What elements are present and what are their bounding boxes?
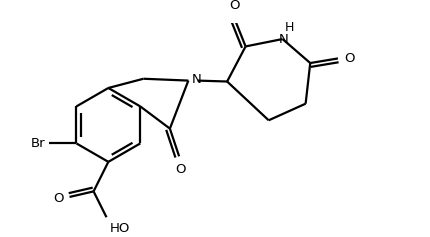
Text: H: H <box>284 21 294 34</box>
Text: HO: HO <box>110 222 131 235</box>
Text: O: O <box>53 192 64 205</box>
Text: O: O <box>229 0 240 12</box>
Text: O: O <box>344 52 355 65</box>
Text: N: N <box>279 33 289 46</box>
Text: N: N <box>192 73 202 86</box>
Text: Br: Br <box>31 137 45 150</box>
Text: O: O <box>175 163 185 176</box>
